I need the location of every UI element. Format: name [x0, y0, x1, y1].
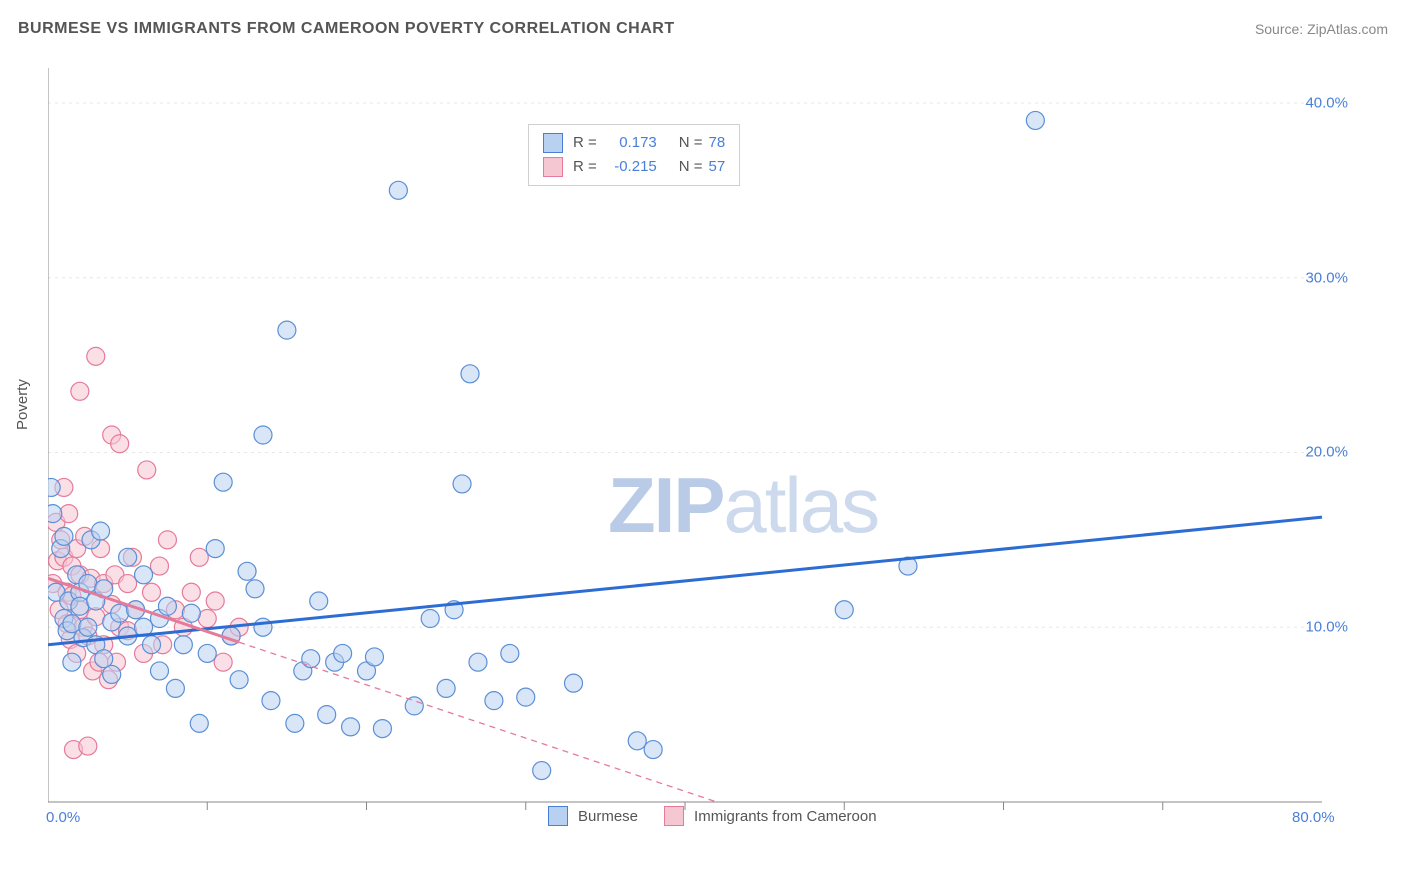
page-title: BURMESE VS IMMIGRANTS FROM CAMEROON POVE…	[18, 20, 675, 38]
y-tick-label: 40.0%	[1305, 94, 1348, 111]
swatch-pink	[664, 806, 684, 826]
y-tick-label: 20.0%	[1305, 444, 1348, 461]
series-legend: Burmese Immigrants from Cameroon	[548, 806, 877, 826]
r-value-burmese: 0.173	[603, 131, 657, 155]
legend-label-burmese: Burmese	[578, 808, 638, 825]
watermark-zip: ZIP	[608, 461, 723, 549]
source-attribution: Source: ZipAtlas.com	[1255, 21, 1388, 37]
n-value-burmese: 78	[709, 131, 726, 155]
legend-item-burmese: Burmese	[548, 806, 638, 826]
watermark-atlas: atlas	[723, 461, 878, 549]
x-max-label: 80.0%	[1292, 809, 1335, 826]
n-value-cameroon: 57	[709, 155, 726, 179]
swatch-pink	[543, 157, 563, 177]
swatch-blue	[548, 806, 568, 826]
n-label: N =	[679, 155, 703, 179]
x-min-label: 0.0%	[46, 809, 80, 826]
y-axis-label: Poverty	[14, 379, 31, 430]
legend-row-burmese: R = 0.173 N = 78	[543, 131, 725, 155]
correlation-legend: R = 0.173 N = 78 R = -0.215 N = 57	[528, 124, 740, 186]
chart-area: ZIPatlas R = 0.173 N = 78 R = -0.215 N =…	[48, 60, 1366, 830]
r-label: R =	[573, 155, 597, 179]
legend-label-cameroon: Immigrants from Cameroon	[694, 808, 877, 825]
n-label: N =	[679, 131, 703, 155]
legend-item-cameroon: Immigrants from Cameroon	[664, 806, 877, 826]
y-tick-label: 30.0%	[1305, 269, 1348, 286]
watermark: ZIPatlas	[608, 460, 878, 551]
y-tick-label: 10.0%	[1305, 619, 1348, 636]
swatch-blue	[543, 133, 563, 153]
r-value-cameroon: -0.215	[603, 155, 657, 179]
header: BURMESE VS IMMIGRANTS FROM CAMEROON POVE…	[18, 20, 1388, 38]
legend-row-cameroon: R = -0.215 N = 57	[543, 155, 725, 179]
r-label: R =	[573, 131, 597, 155]
